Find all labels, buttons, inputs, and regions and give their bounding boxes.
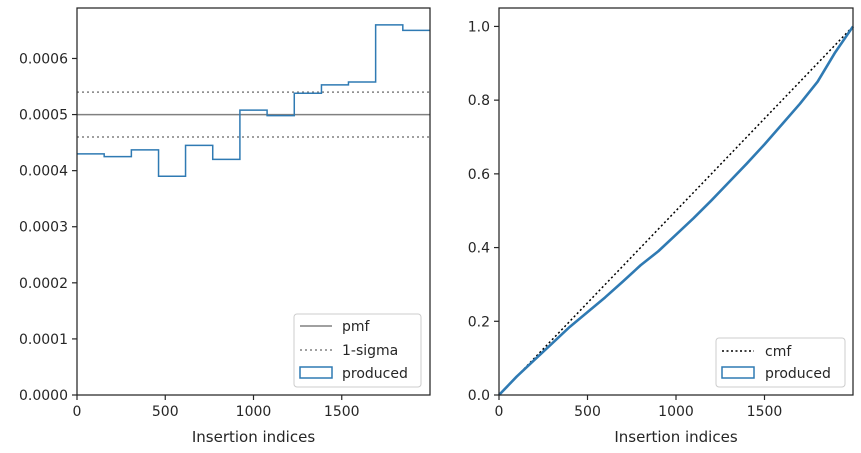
left-x-axis-label: Insertion indices: [192, 428, 315, 446]
legend-produced-label: produced: [342, 366, 408, 382]
sigma-band-lines: [77, 91, 430, 138]
y-tick-label: 0.8: [468, 93, 490, 109]
x-tick-label: 1000: [658, 404, 694, 420]
right-chart: 0 500 1000 1500 0.0 0.2 0.4 0.6 0.8 1.0 Insertio…: [468, 7, 855, 446]
y-tick-label: 0.6: [468, 167, 490, 183]
legend-pmf-label: pmf: [342, 319, 371, 335]
left-legend-box: [293, 313, 422, 388]
y-tick-label: 0.0003: [19, 220, 68, 236]
left-chart: 0 500 1000 1500 0.00000.00010.00020.00030.0…: [19, 7, 431, 446]
legend-produced-label: produced: [765, 366, 831, 382]
y-tick-label: 1.0: [468, 19, 490, 35]
right-y-ticks: 0.0 0.2 0.4 0.6 0.8 1.0: [468, 19, 499, 404]
produced-step-series: [77, 24, 430, 178]
x-tick-label: 1500: [747, 404, 783, 420]
legend-cmf-label: cmf: [765, 344, 792, 360]
legend-produced-swatch: [299, 366, 333, 379]
left-y-ticks: 0.0000 0.0001 0.0002 0.0003 0.0004 0.0005 0.00…: [19, 51, 77, 404]
y-tick-label: 0.0000: [19, 388, 68, 404]
x-tick-label: 500: [574, 404, 601, 420]
y-tick-label: 0.0005: [19, 108, 68, 124]
y-tick-label: 0.4: [468, 241, 490, 257]
legend-sigma-label: 1-sigma: [342, 343, 398, 359]
y-tick-label: 0.0006: [19, 51, 68, 67]
x-tick-label: 500: [152, 404, 179, 420]
x-tick-label: 1000: [236, 404, 272, 420]
right-x-axis-label: Insertion indices: [614, 428, 737, 446]
right-legend-box: [715, 337, 846, 388]
legend-produced-swatch: [721, 366, 755, 379]
y-tick-label: 0.0001: [19, 332, 68, 348]
right-x-ticks: 0 500 1000 1500: [495, 395, 783, 420]
y-tick-label: 0.0004: [19, 164, 68, 180]
x-tick-label: 0: [495, 404, 504, 420]
right-plot-frame: [498, 7, 854, 396]
left-x-ticks: 0 500 1000 1500: [73, 395, 360, 420]
right-legend: cmf produced: [715, 337, 846, 388]
y-tick-label: 0.2: [468, 314, 490, 330]
y-tick-label: 0.0: [468, 388, 490, 404]
x-tick-label: 1500: [324, 404, 360, 420]
x-tick-label: 0: [73, 404, 82, 420]
produced-cdf-line: [498, 25, 855, 396]
y-tick-label: 0.0002: [19, 276, 68, 292]
left-legend: pmf 1-sigma produced: [293, 313, 422, 388]
